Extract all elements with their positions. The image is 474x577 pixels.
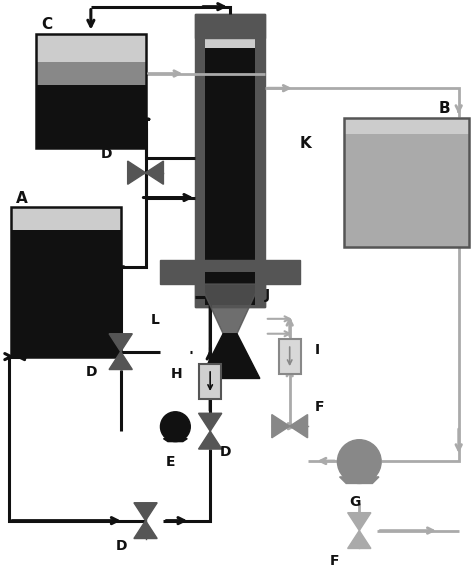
Bar — [345, 118, 469, 133]
Polygon shape — [347, 531, 371, 549]
Text: L: L — [151, 313, 159, 327]
Text: B: B — [439, 101, 450, 116]
Polygon shape — [109, 334, 132, 351]
Bar — [205, 272, 255, 305]
Text: D: D — [116, 539, 127, 553]
Polygon shape — [200, 334, 260, 379]
Bar — [345, 133, 469, 247]
Bar — [205, 36, 255, 304]
Bar — [195, 272, 265, 307]
Text: H: H — [170, 368, 182, 381]
Bar — [161, 260, 300, 284]
Text: C: C — [41, 17, 52, 32]
Circle shape — [337, 440, 381, 484]
Circle shape — [161, 412, 190, 441]
Bar — [345, 118, 469, 247]
Bar — [195, 14, 265, 39]
Polygon shape — [199, 413, 222, 431]
Text: A: A — [16, 190, 28, 205]
Polygon shape — [290, 414, 308, 438]
Bar — [279, 339, 301, 374]
Polygon shape — [339, 477, 379, 484]
Polygon shape — [109, 351, 132, 369]
Polygon shape — [134, 520, 157, 538]
Bar — [205, 24, 255, 48]
Polygon shape — [199, 431, 222, 449]
Polygon shape — [134, 503, 157, 520]
Text: F: F — [315, 400, 324, 414]
Bar — [11, 208, 121, 357]
Bar — [199, 364, 221, 399]
Text: E: E — [165, 455, 175, 469]
Text: D: D — [220, 445, 232, 459]
Polygon shape — [272, 414, 290, 438]
Bar — [11, 208, 121, 230]
Bar — [195, 14, 265, 307]
Bar — [11, 230, 121, 357]
Text: J: J — [265, 288, 270, 302]
Text: D: D — [101, 147, 112, 161]
Polygon shape — [164, 439, 187, 441]
Bar — [36, 33, 146, 148]
Bar — [36, 85, 146, 148]
Polygon shape — [200, 284, 260, 334]
Text: D: D — [86, 365, 97, 380]
Bar — [36, 33, 146, 62]
Text: K: K — [300, 136, 311, 151]
Polygon shape — [128, 161, 146, 184]
Text: G: G — [349, 494, 361, 509]
Polygon shape — [146, 161, 164, 184]
Text: I: I — [315, 343, 319, 357]
Bar — [36, 62, 146, 85]
Text: F: F — [329, 554, 339, 568]
Polygon shape — [347, 513, 371, 531]
